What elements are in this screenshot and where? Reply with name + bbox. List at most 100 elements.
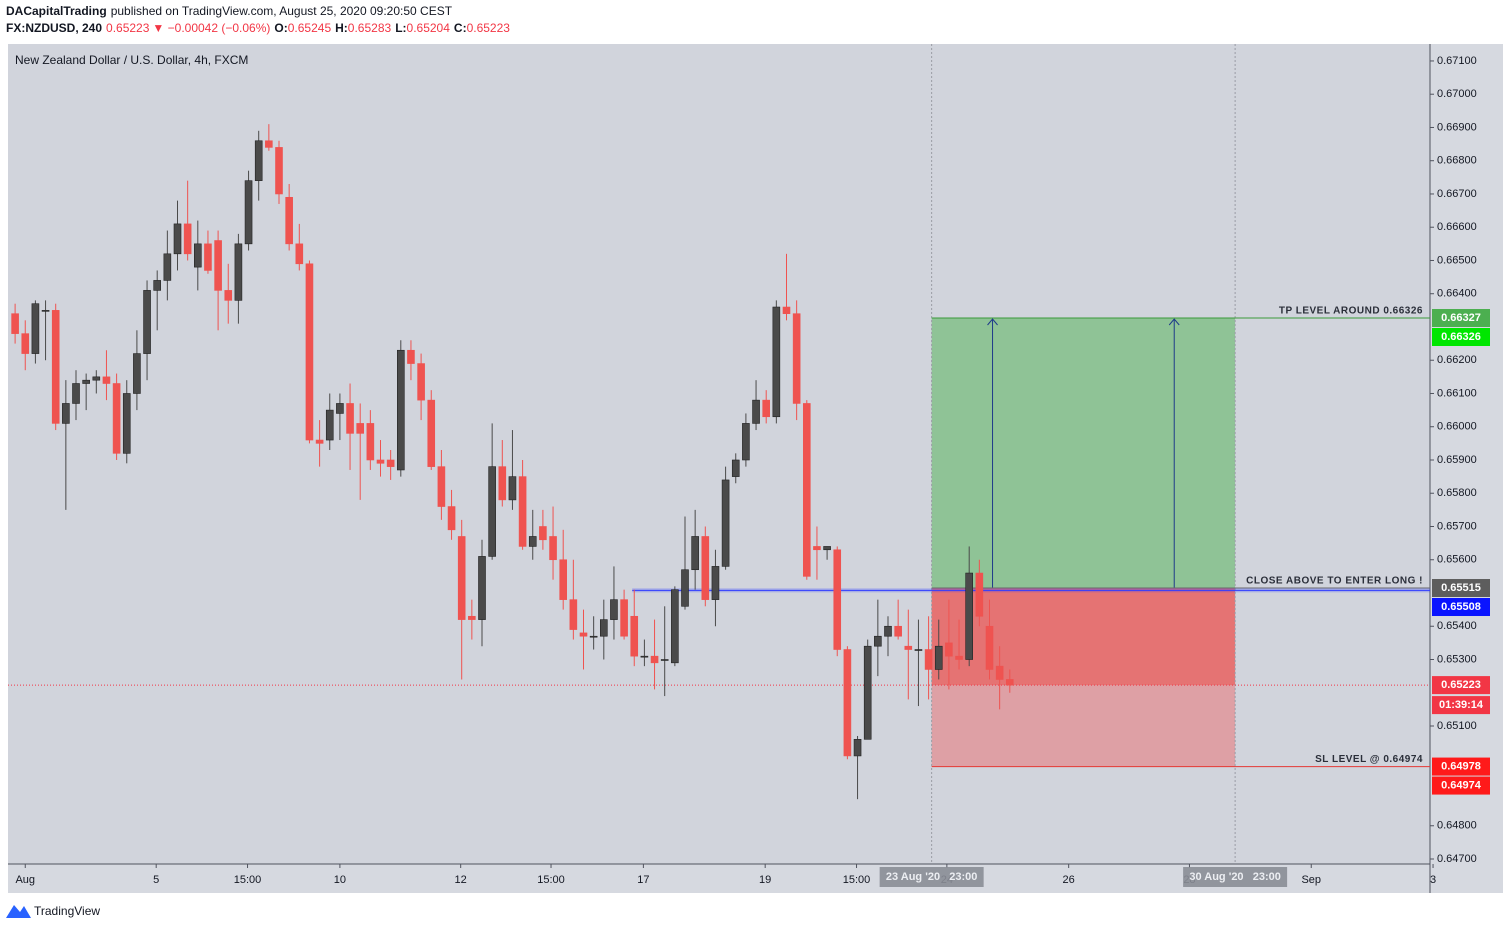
candle-body: [346, 403, 354, 434]
countdown: 01:39:14: [1439, 699, 1484, 711]
price-badge: [1432, 308, 1490, 327]
header-line-2: FX:NZDUSD, 240 0.65223 ▼ −0.00042 (−0.06%)…: [6, 21, 510, 35]
candle-body: [579, 632, 588, 637]
candle-body: [508, 476, 517, 501]
candle-body: [82, 379, 90, 384]
y-tick-label: 0.66000: [1437, 421, 1477, 433]
price-badge-label: 0.65223: [1441, 679, 1481, 691]
candle-body: [650, 655, 659, 664]
y-tick-label: 0.65300: [1437, 653, 1477, 665]
candle-body: [488, 466, 496, 557]
header-line-1: DACapitalTrading published on TradingView…: [6, 4, 453, 18]
candle-body: [965, 572, 973, 660]
candle-body: [518, 476, 527, 547]
target-zone: [931, 317, 1236, 589]
candle-body: [447, 506, 456, 531]
logo-icon: [6, 905, 31, 918]
candle-body: [315, 439, 324, 444]
candle-body: [173, 223, 182, 255]
price-badge-label: 0.65508: [1441, 601, 1481, 613]
candle-body: [853, 739, 862, 757]
brand[interactable]: TradingView: [34, 904, 100, 918]
candle-body: [711, 566, 720, 600]
last-price: 0.65223: [106, 21, 150, 35]
candle-body: [599, 619, 608, 637]
candle-body: [386, 459, 395, 467]
candle-body: [305, 263, 314, 441]
y-tick-label: 0.65700: [1437, 520, 1477, 532]
time-marker-label: 30 Aug '20 23:00: [1189, 871, 1280, 883]
candle-body: [437, 466, 446, 507]
candle-body: [752, 399, 760, 424]
candle-body: [183, 223, 192, 255]
candle-body: [102, 376, 111, 384]
candle-body: [802, 403, 811, 577]
price-badge: [1432, 598, 1490, 617]
candle-body: [945, 642, 953, 657]
candle-body: [569, 599, 578, 630]
price-badge-label: 0.64974: [1441, 779, 1482, 791]
price-badge: [1432, 327, 1490, 346]
x-tick-label: 15:00: [234, 874, 262, 886]
candle-body: [468, 615, 476, 620]
candle-body: [731, 459, 740, 477]
candle-body: [397, 349, 405, 471]
candle-body: [934, 645, 943, 670]
x-tick-label: 3: [1430, 874, 1436, 886]
candle-body: [31, 303, 40, 354]
candle-body: [823, 546, 831, 551]
candle-body: [620, 599, 628, 637]
price-axis-background: [1430, 44, 1503, 893]
candle-body: [244, 180, 253, 245]
candle-body: [356, 423, 365, 434]
candle-body: [478, 556, 486, 620]
annotation: CLOSE ABOVE TO ENTER LONG !: [1246, 576, 1423, 587]
y-tick-label: 0.65800: [1437, 487, 1477, 499]
candle-body: [92, 376, 101, 381]
x-tick-label: 12: [455, 874, 467, 886]
y-tick-label: 0.66400: [1437, 288, 1477, 300]
y-tick-label: 0.66800: [1437, 155, 1477, 167]
y-tick-label: 0.66900: [1437, 121, 1477, 133]
candle-body: [894, 625, 902, 637]
candle-body: [640, 655, 649, 658]
price-badge: [1432, 579, 1490, 598]
price-badge-label: 0.64978: [1441, 760, 1481, 772]
candle-body: [904, 645, 913, 650]
candle-body: [407, 349, 415, 364]
author: DACapitalTrading: [6, 4, 107, 18]
y-tick-label: 0.66500: [1437, 254, 1477, 266]
candle-body: [457, 536, 466, 620]
candle-body: [539, 526, 547, 541]
candle-body: [914, 649, 923, 651]
candle-body: [204, 243, 212, 271]
candle-body: [874, 635, 882, 647]
candle-body: [1005, 679, 1014, 686]
ohlc-label: C:: [454, 21, 467, 35]
candle-body: [782, 306, 791, 314]
time-marker-label: 23 Aug '20 23:00: [886, 871, 977, 883]
y-tick-label: 0.67000: [1437, 88, 1477, 100]
candle-body: [295, 243, 304, 265]
y-tick-label: 0.64800: [1437, 820, 1477, 832]
published: published on TradingView.com, August 25,…: [111, 4, 453, 18]
ohlc-label: H:: [335, 21, 348, 35]
arrow-head: [987, 318, 998, 326]
ohlc-value: 0.65245: [288, 21, 332, 35]
x-tick-label: Aug: [15, 874, 35, 886]
candle-body: [721, 479, 730, 567]
candle-body: [275, 147, 283, 195]
candle-body: [772, 306, 781, 418]
candle-body: [325, 409, 334, 441]
candle-body: [843, 649, 852, 757]
candle-body: [995, 665, 1004, 680]
candle-body: [224, 290, 233, 301]
y-tick-label: 0.67100: [1437, 55, 1477, 67]
change: ▼ −0.00042 (−0.06%): [152, 21, 270, 35]
candle-body: [498, 466, 507, 501]
candle-body: [163, 253, 172, 281]
y-tick-label: 0.64700: [1437, 853, 1477, 865]
candle-body: [559, 559, 567, 600]
candle-body: [376, 459, 385, 464]
candle-body: [254, 140, 263, 181]
